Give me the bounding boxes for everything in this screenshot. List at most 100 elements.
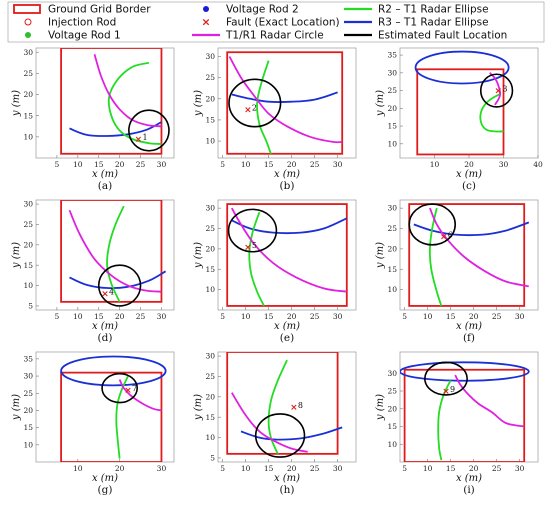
panel-caption: (g) (98, 484, 113, 496)
fault-marker: × (290, 403, 298, 413)
fault-marker: × (135, 135, 143, 145)
legend-rect-swatch (13, 4, 41, 14)
y-tick-label: 35 (23, 354, 33, 363)
y-tick-label: 30 (23, 200, 33, 209)
x-tick-label: 40 (533, 160, 543, 169)
legend-label: Estimated Fault Location (378, 30, 507, 42)
y-tick-label: 30 (387, 204, 397, 213)
plot-frame (35, 351, 175, 463)
panel-caption: (f) (463, 332, 475, 344)
y-axis-label: y (m) (375, 242, 386, 269)
x-tick-label: 5 (55, 160, 60, 169)
x-tick-label: 10 (241, 160, 251, 169)
chart-panel: 5 10 15 20 25 30 5 10 15 20 25 30 x (m) y (m) (d) × 4 (11, 199, 175, 344)
estimated-fault-location (101, 372, 138, 404)
y-axis-label: y (m) (193, 90, 204, 117)
estimated-fault-location (227, 208, 278, 253)
plot-frame (399, 47, 539, 159)
legend-label: Injection Rod (48, 17, 116, 29)
x-tick-label: 30 (515, 464, 525, 473)
x-tick-label: 20 (464, 160, 474, 169)
y-tick-label: 25 (387, 86, 397, 95)
legend-item: Voltage Rod 1 (25, 30, 121, 42)
y-tick-label: 30 (387, 369, 397, 378)
chart-panel: 10 20 30 10 15 20 25 30 35 x (m) y (m) (g) × 7 (11, 351, 175, 496)
t1-r1-radar-circle (93, 54, 162, 128)
y-tick-label: 15 (387, 422, 397, 431)
ground-grid-border (408, 203, 526, 307)
x-tick-label: 20 (115, 312, 125, 321)
legend-label: Voltage Rod 1 (48, 30, 121, 42)
y-axis-label: y (m) (11, 90, 22, 117)
panel-caption: (e) (280, 332, 294, 344)
legend-item: T1/R1 Radar Circle (192, 30, 324, 42)
legend-item: R2 – T1 Radar Ellipse (344, 4, 489, 16)
ground-grid-border (226, 51, 344, 155)
fault-number-label: 8 (298, 401, 303, 410)
y-tick-label: 20 (387, 104, 397, 113)
fault-number-label: 7 (132, 384, 137, 393)
x-tick-label: 30 (157, 160, 167, 169)
x-tick-label: 20 (287, 160, 297, 169)
estimated-fault-location (254, 413, 306, 458)
legend-item: Ground Grid Border (13, 4, 151, 16)
fault-marker: × (244, 105, 252, 115)
y-tick-label: 10 (205, 285, 215, 294)
x-tick-label: 30 (333, 160, 343, 169)
y-tick-label: 25 (23, 69, 33, 78)
fault-marker: × (244, 243, 252, 253)
fault-number-label: 9 (450, 385, 455, 394)
y-tick-label: 5 (28, 302, 33, 311)
x-tick-label: 25 (492, 464, 502, 473)
x-tick-label: 10 (73, 312, 83, 321)
t1-r1-radar-circle (231, 392, 308, 453)
t1-r1-radar-circle (228, 56, 343, 144)
y-tick-label: 25 (387, 224, 397, 233)
legend-open-circle-swatch (24, 18, 32, 26)
x-tick-label: 25 (136, 312, 146, 321)
y-tick-label: 20 (387, 244, 397, 253)
x-axis-label: x (m) (274, 321, 300, 332)
y-axis-label: y (m) (11, 394, 22, 421)
r2-t1-radar-ellipse (248, 211, 265, 307)
panel-caption: (d) (98, 332, 113, 344)
x-tick-label: 30 (333, 464, 343, 473)
x-tick-label: 25 (310, 464, 320, 473)
legend-label: Fault (Exact Location) (226, 17, 340, 29)
legend-label: Voltage Rod 2 (226, 4, 299, 16)
y-tick-label: 15 (387, 265, 397, 274)
plot-frame (35, 47, 175, 159)
x-tick-label: 15 (264, 464, 274, 473)
plot-frame (217, 47, 357, 159)
x-tick-label: 15 (264, 160, 274, 169)
r2-t1-radar-ellipse (437, 380, 452, 461)
y-tick-label: 10 (387, 139, 397, 148)
legend-dot-swatch (203, 6, 209, 12)
legend-label: R2 – T1 Radar Ellipse (378, 4, 489, 16)
r3-t1-radar-ellipse (400, 361, 530, 382)
panel-caption: (c) (462, 180, 476, 192)
t1-r1-radar-circle (489, 72, 502, 106)
y-tick-label: 35 (387, 51, 397, 60)
fault-number-label: 4 (109, 288, 114, 297)
plot-frame (217, 351, 357, 463)
x-tick-label: 5 (220, 312, 225, 321)
x-axis-label: x (m) (92, 321, 118, 332)
fault-number-label: 1 (142, 133, 147, 142)
y-tick-label: 20 (23, 240, 33, 249)
y-tick-label: 15 (205, 413, 215, 422)
x-axis-label: x (m) (92, 473, 118, 484)
y-tick-label: 10 (387, 440, 397, 449)
y-axis-label: y (m) (375, 90, 386, 117)
chart-panel: 10 20 30 40 10 15 20 25 30 35 x (m) y (m) (c) × 3 (375, 47, 543, 192)
ground-grid-border (60, 48, 163, 155)
y-axis-label: y (m) (375, 394, 386, 421)
plot-frame (399, 351, 539, 463)
x-tick-label: 5 (55, 312, 60, 321)
ground-grid-border (416, 68, 505, 156)
y-axis-label: y (m) (193, 242, 204, 269)
legend-label: T1/R1 Radar Circle (225, 30, 324, 42)
t1-r1-radar-circle (429, 207, 529, 288)
